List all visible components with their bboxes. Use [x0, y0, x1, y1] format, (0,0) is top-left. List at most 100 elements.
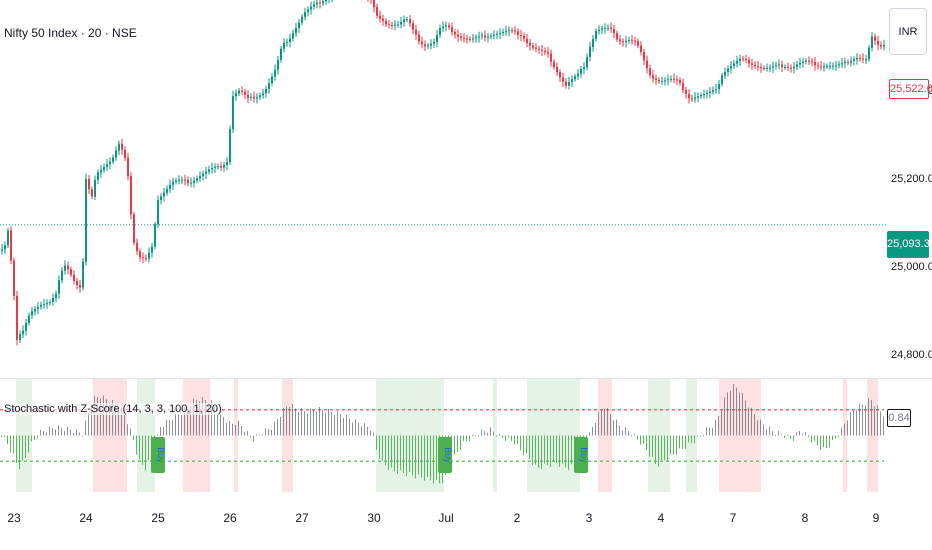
candle-body — [865, 59, 867, 61]
candle-body — [286, 41, 288, 43]
oscillator-bar — [325, 412, 326, 436]
candle-body — [7, 230, 9, 246]
oscillator-bar — [718, 415, 719, 436]
oscillator-bar — [244, 431, 245, 436]
candle-body — [205, 171, 207, 174]
candle-body — [595, 31, 597, 39]
oscillator-bar — [46, 432, 47, 436]
candle-body — [268, 83, 270, 89]
candle-body — [586, 57, 588, 68]
candle-body — [184, 179, 186, 181]
candle-body — [601, 28, 603, 30]
y-tick-label: 25,200.00 — [891, 173, 932, 185]
candle-body — [154, 224, 156, 247]
candle-body — [391, 24, 393, 26]
candle-body — [283, 42, 285, 49]
oscillator-bar — [157, 434, 158, 436]
candle-body — [112, 157, 114, 162]
buy-label-box — [151, 437, 165, 473]
oscillator-bar — [868, 398, 869, 436]
candle-body — [19, 334, 21, 340]
candle-body — [604, 28, 606, 30]
oscillator-bar — [253, 435, 254, 442]
oscillator-bar — [790, 435, 791, 439]
candle-body — [637, 41, 639, 46]
oscillator-bar — [232, 423, 233, 436]
oscillator-bar — [466, 435, 467, 442]
oscillator-bar — [271, 429, 272, 436]
oscillator-bar — [106, 399, 107, 436]
oscillator-bar — [286, 406, 287, 436]
candle-body — [211, 167, 213, 170]
candle-body — [64, 265, 66, 271]
candle-body — [658, 79, 660, 82]
oscillator-bar — [799, 430, 800, 436]
oscillator-bar — [532, 435, 533, 466]
candle-body — [862, 58, 864, 60]
oscillator-bar — [328, 408, 329, 436]
oscillator-bar — [508, 435, 509, 438]
candle-body — [448, 25, 450, 28]
candle-body — [121, 143, 123, 150]
oscillator-bar — [4, 435, 5, 438]
candle-body — [415, 29, 417, 35]
candle-body — [481, 35, 483, 37]
oscillator-bar — [505, 435, 506, 442]
candle-body — [118, 143, 120, 151]
oscillator-bar — [643, 435, 644, 444]
oscillator-bar — [130, 428, 131, 436]
candle-body — [643, 51, 645, 61]
candle-body — [745, 59, 747, 61]
candle-body — [157, 199, 159, 225]
oscillator-bar — [472, 434, 473, 436]
candle-body — [691, 98, 693, 100]
candle-body — [781, 64, 783, 68]
x-tick-label: 7 — [730, 511, 737, 525]
oscillator-bar — [769, 426, 770, 436]
x-tick-label: 4 — [658, 511, 665, 525]
oscillator-bar — [541, 435, 542, 470]
price-candles — [1, 0, 885, 346]
candle-body — [40, 304, 42, 307]
oscillator-bar — [616, 419, 617, 436]
candle-body — [550, 53, 552, 62]
oscillator-bar — [676, 435, 677, 456]
buy-label-text: Buy — [579, 447, 589, 463]
oscillator-bar — [661, 435, 662, 461]
oscillator-bar — [673, 435, 674, 455]
candle-body — [406, 19, 408, 21]
oscillator-bar — [19, 435, 20, 470]
oscillator-bar — [238, 420, 239, 436]
candle-body — [823, 66, 825, 68]
candle-body — [556, 66, 558, 73]
candle-body — [175, 180, 177, 182]
candle-body — [583, 67, 585, 70]
candle-body — [427, 45, 429, 47]
candle-body — [376, 7, 378, 16]
candle-body — [619, 39, 621, 42]
oscillator-bar — [28, 435, 29, 453]
candle-body — [103, 167, 105, 170]
oscillator-bar — [487, 432, 488, 436]
candle-body — [100, 169, 102, 173]
candle-body — [160, 196, 162, 200]
oscillator-bar — [772, 430, 773, 436]
oscillator-bar — [259, 434, 260, 436]
candle-body — [322, 1, 324, 4]
oscillator-bar — [349, 418, 350, 436]
oscillator-bar — [490, 427, 491, 436]
candle-body — [649, 68, 651, 76]
oscillator-bar — [265, 428, 266, 436]
oscillator-bar — [463, 435, 464, 442]
candle-body — [670, 78, 672, 80]
currency-button[interactable]: INR — [889, 8, 927, 55]
candle-body — [16, 295, 18, 340]
candle-body — [280, 48, 282, 61]
oscillator-bar — [319, 406, 320, 436]
oscillator-bar — [67, 426, 68, 436]
candle-body — [256, 97, 258, 99]
candle-body — [49, 302, 51, 304]
candle-body — [202, 173, 204, 177]
candle-body — [607, 27, 609, 29]
